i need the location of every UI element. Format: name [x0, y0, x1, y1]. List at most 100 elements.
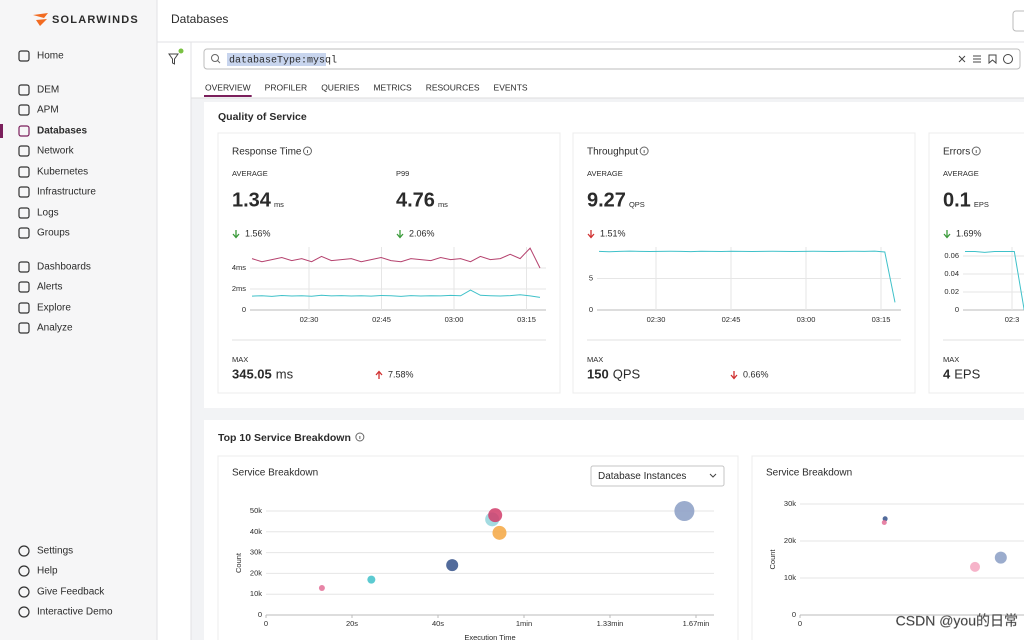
- info-icon: [302, 146, 312, 156]
- bubble[interactable]: [488, 508, 503, 523]
- bubble[interactable]: [881, 520, 887, 525]
- bubble[interactable]: [970, 561, 981, 572]
- nav-item[interactable]: Settings: [37, 546, 73, 557]
- nav-item[interactable]: Dashboards: [37, 262, 91, 273]
- x-tick-label: 03:00: [797, 315, 816, 324]
- nav-item[interactable]: Interactive Demo: [37, 607, 113, 618]
- bubble[interactable]: [367, 575, 376, 584]
- tab[interactable]: METRICS: [373, 82, 412, 92]
- search-query[interactable]: databaseType:mysql: [229, 55, 337, 67]
- max-change: 7.58%: [388, 369, 414, 379]
- nav-item[interactable]: Give Feedback: [37, 587, 105, 598]
- series-line: [965, 251, 1024, 311]
- y-tick-label: 20k: [784, 536, 796, 545]
- tab[interactable]: OVERVIEW: [205, 82, 251, 92]
- y-tick-label: 0.06: [944, 251, 959, 260]
- y-tick-label: 0: [258, 610, 262, 619]
- brand: SOLARWINDS: [52, 14, 139, 26]
- series-line: [598, 250, 896, 303]
- filter-icon[interactable]: [168, 53, 179, 65]
- y-tick-label: 0.02: [944, 287, 959, 296]
- y-tick-label: 0: [242, 305, 246, 314]
- search-icon: [211, 54, 219, 62]
- x-tick-label: 1.33min: [597, 619, 624, 628]
- help-icon[interactable]: [1003, 54, 1013, 64]
- metric-change: 1.51%: [600, 228, 626, 238]
- nav-icon: [18, 281, 30, 293]
- max-label: MAX: [232, 355, 248, 364]
- dropdown-chevron: [709, 473, 717, 478]
- x-tick-label: 40s: [432, 619, 444, 628]
- x-tick-label: 0: [264, 619, 268, 628]
- nav-icon: [18, 565, 30, 577]
- max-label: MAX: [587, 355, 603, 364]
- metric-label: P99: [396, 169, 409, 178]
- list-icon[interactable]: [973, 55, 981, 63]
- y-tick-label: 40k: [250, 527, 262, 536]
- y-tick-label: 50k: [250, 506, 262, 515]
- nav-icon: [18, 186, 30, 198]
- nav-icon: [18, 145, 30, 157]
- nav-item[interactable]: Infrastructure: [37, 187, 96, 198]
- x-tick-label: 02:30: [300, 315, 319, 324]
- bookmark-icon[interactable]: [988, 54, 997, 65]
- dropdown-value[interactable]: Database Instances: [598, 471, 686, 482]
- nav-item[interactable]: APM: [37, 105, 59, 116]
- metric-card: [928, 132, 1024, 394]
- nav-item[interactable]: Home: [37, 51, 64, 62]
- nav-icon: [18, 322, 30, 334]
- bubble[interactable]: [492, 525, 507, 540]
- trend-arrow: [396, 230, 404, 239]
- nav-item[interactable]: Kubernetes: [37, 167, 88, 178]
- nav-item[interactable]: DEM: [37, 85, 59, 96]
- card-title: Response Time: [232, 147, 302, 158]
- nav-icon: [18, 261, 30, 273]
- nav-item[interactable]: Help: [37, 566, 58, 577]
- max-value: 345.05: [232, 366, 272, 381]
- nav-item[interactable]: Explore: [37, 303, 71, 314]
- y-axis-label: Count: [234, 552, 243, 573]
- info-icon: [639, 146, 649, 156]
- max-value: 4: [943, 366, 951, 381]
- metric-change: 1.69%: [956, 228, 982, 238]
- nav-item[interactable]: Databases: [37, 126, 87, 137]
- nav-item[interactable]: Logs: [37, 208, 59, 219]
- series-line: [251, 247, 541, 269]
- scatter-card: [751, 455, 1024, 640]
- metric-label: AVERAGE: [232, 169, 268, 178]
- nav-icon: [18, 606, 30, 618]
- y-tick-label: 4ms: [232, 263, 246, 272]
- series-line: [251, 289, 541, 298]
- bubble[interactable]: [674, 501, 695, 521]
- tab[interactable]: QUERIES: [321, 82, 360, 92]
- trend-arrow: [232, 230, 240, 239]
- search-icon: [217, 60, 221, 64]
- bubble[interactable]: [994, 551, 1007, 564]
- bubble[interactable]: [446, 559, 459, 572]
- tab[interactable]: EVENTS: [494, 82, 528, 92]
- nav-item[interactable]: Alerts: [37, 282, 63, 293]
- dropdown[interactable]: [590, 465, 725, 487]
- nav-item[interactable]: Analyze: [37, 323, 73, 334]
- nav-icon: [18, 166, 30, 178]
- header-button[interactable]: [1012, 10, 1024, 32]
- nav-icon: [18, 586, 30, 598]
- tab[interactable]: PROFILER: [265, 82, 308, 92]
- clear-icon[interactable]: [958, 55, 966, 63]
- nav-item[interactable]: Groups: [37, 228, 70, 239]
- nav-item[interactable]: Network: [37, 146, 75, 157]
- search-box[interactable]: [203, 48, 1021, 70]
- logo-mark: [33, 13, 48, 26]
- card-title: Throughput: [587, 147, 638, 158]
- bubble[interactable]: [318, 584, 325, 591]
- x-tick-label: 0: [798, 619, 802, 628]
- tab[interactable]: RESOURCES: [426, 82, 480, 92]
- max-label: MAX: [943, 355, 959, 364]
- info-icon: [971, 146, 981, 156]
- trend-arrow: [943, 230, 951, 239]
- search-highlight: [227, 53, 326, 66]
- metric-unit: ms: [438, 200, 448, 209]
- metric-value: 1.34: [232, 189, 272, 211]
- x-tick-label: 20s: [346, 619, 358, 628]
- max-value: 150: [587, 366, 609, 381]
